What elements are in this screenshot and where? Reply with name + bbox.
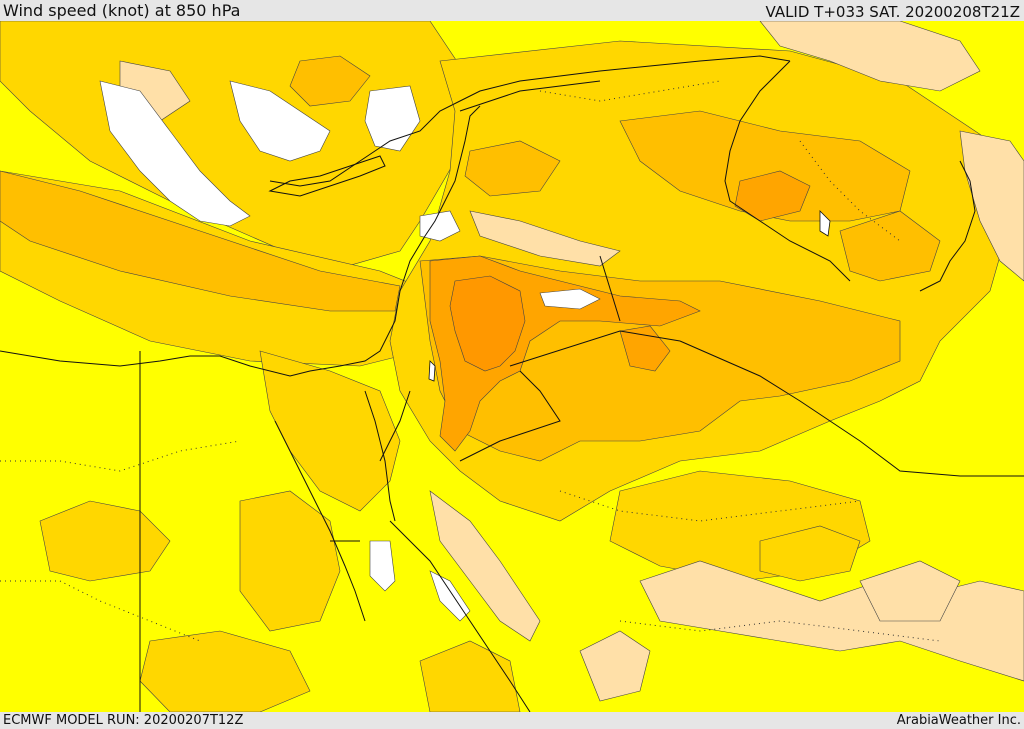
dead-sea <box>428 360 436 382</box>
band5-jordan-peak <box>449 275 526 372</box>
admin-turkey <box>539 80 721 102</box>
pale-south-sudan <box>579 630 651 702</box>
header-bar: Wind speed (knot) at 850 hPa VALID T+033… <box>0 0 1024 21</box>
light-red-sea-south <box>429 570 471 622</box>
admin-sudan <box>0 580 201 642</box>
light-lebanon <box>419 210 461 242</box>
coast-cyprus <box>268 155 386 197</box>
light-aegean <box>229 80 331 162</box>
wind-band-pale <box>119 21 1024 702</box>
model-run-label: ECMWF MODEL RUN: 20200207T12Z <box>3 713 244 728</box>
valid-time: VALID T+033 SAT. 20200208T21Z <box>765 3 1020 21</box>
border-syria-iraq <box>599 255 621 322</box>
coastlines <box>0 55 976 712</box>
light-cyprus-east <box>364 85 421 152</box>
band2-egypt-west <box>39 500 171 582</box>
wind-band-5 <box>449 275 526 372</box>
footer-bar: ECMWF MODEL RUN: 20200207T12Z ArabiaWeat… <box>0 712 1024 729</box>
pale-turkey <box>759 21 981 92</box>
coast-turkey-south <box>269 55 791 187</box>
band3-gulf <box>839 210 941 282</box>
band3-anatolia <box>289 55 371 107</box>
border-saudi-iraq <box>679 340 1024 477</box>
wind-band-light <box>99 80 601 622</box>
admin-boundaries <box>0 80 941 642</box>
pale-levant-strip <box>469 210 621 267</box>
admin-egypt <box>0 440 241 472</box>
border-jordan-iraq <box>509 330 681 367</box>
coast-red-sea-east <box>389 520 531 712</box>
coast-north-africa <box>0 105 481 377</box>
border-sinai <box>379 390 411 462</box>
wind-speed-map <box>0 21 1024 712</box>
band2-egypt-south <box>239 490 341 632</box>
pale-red-sea-coast <box>429 490 541 642</box>
lake-urmia <box>819 210 831 237</box>
light-jordan-streak <box>539 288 601 310</box>
border-iraq-iran <box>724 60 851 282</box>
light-med-west <box>99 80 251 227</box>
band3-north-coast <box>464 140 561 197</box>
coast-persian-gulf <box>919 160 976 292</box>
pale-gulf-coast <box>959 130 1024 282</box>
band2-sudan <box>139 630 311 712</box>
band2-arabia-east <box>759 525 861 582</box>
band3-iraq-north <box>619 110 911 222</box>
border-jordan-saudi <box>459 370 561 462</box>
political-borders <box>139 60 1024 712</box>
coast-red-sea-west <box>274 420 366 622</box>
map-title: Wind speed (knot) at 850 hPa <box>3 1 241 20</box>
credit-label: ArabiaWeather Inc. <box>896 713 1021 728</box>
light-red-sea <box>369 540 396 592</box>
band4-iraq-spot <box>734 170 811 222</box>
band3-med-streak <box>0 170 401 312</box>
pale-yemen <box>859 560 961 622</box>
border-syria-turkey <box>459 80 601 112</box>
coast-sinai-gulf <box>364 390 396 522</box>
admin-iraq <box>799 140 901 242</box>
inland-water <box>428 210 831 382</box>
